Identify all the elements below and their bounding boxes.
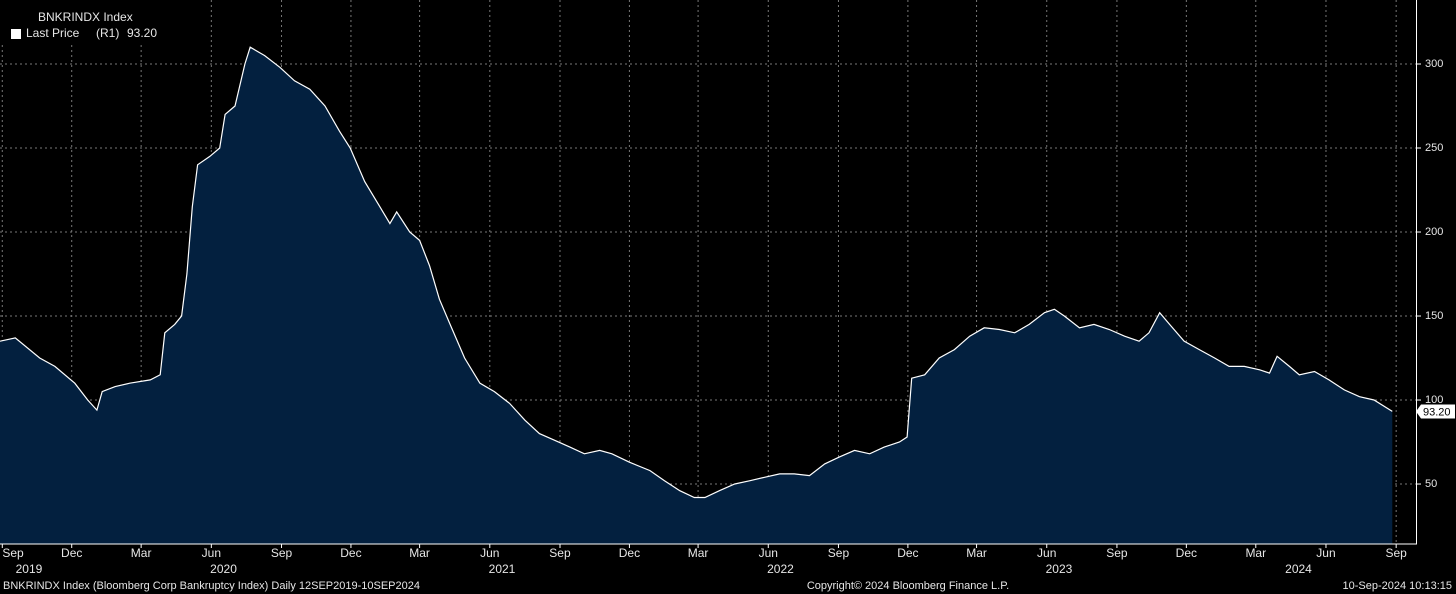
x-tick-label: Sep: [2, 546, 24, 560]
year-label: 2019: [16, 562, 43, 576]
x-tick-label: Dec: [619, 546, 640, 560]
year-label: 2023: [1046, 562, 1073, 576]
plot: [0, 0, 1416, 544]
legend-title: BNKRINDX Index: [38, 10, 133, 24]
y-tick-label: 250: [1425, 142, 1443, 154]
y-tick-label: 50: [1425, 478, 1437, 490]
year-label: 2020: [210, 562, 237, 576]
x-tick-label: Jun: [759, 546, 778, 560]
year-label: 2024: [1285, 562, 1312, 576]
x-tick-label: Mar: [131, 546, 152, 560]
x-tick-label: Sep: [828, 546, 850, 560]
y-tick-label: 300: [1425, 58, 1443, 70]
line: [0, 46, 1393, 499]
x-tick-label: Jun: [480, 546, 499, 560]
x-tick-label: Sep: [549, 546, 571, 560]
x-tick-label: Mar: [966, 546, 987, 560]
year-label: 2022: [767, 562, 794, 576]
legend-swatch: [11, 29, 21, 39]
x-tick-label: Jun: [1316, 546, 1335, 560]
footer-center: Copyright© 2024 Bloomberg Finance L.P.: [807, 580, 1009, 592]
x-tick-label: Dec: [1176, 546, 1197, 560]
x-tick-label: Jun: [202, 546, 221, 560]
y-tick-label: 150: [1425, 310, 1443, 322]
x-tick-label: Dec: [61, 546, 82, 560]
x-tick-label: Mar: [688, 546, 709, 560]
x-tick-label: Sep: [1106, 546, 1128, 560]
footer-right: 10-Sep-2024 10:13:15: [1343, 580, 1452, 592]
area: [0, 47, 1393, 544]
legend-axis: (R1): [96, 26, 119, 40]
year-label: 2021: [489, 562, 516, 576]
y-tick-label: 200: [1425, 226, 1443, 238]
footer-left: BNKRINDX Index (Bloomberg Corp Bankruptc…: [3, 580, 420, 592]
legend-label: Last Price: [26, 26, 80, 40]
x-tick-label: Sep: [271, 546, 293, 560]
x-tick-label: Dec: [897, 546, 918, 560]
x-tick-label: Mar: [1245, 546, 1266, 560]
x-tick-label: Mar: [409, 546, 430, 560]
x-tick-label: Dec: [340, 546, 361, 560]
last-price-tag: [1416, 404, 1455, 419]
y-tick-label: 100: [1425, 394, 1443, 406]
legend-value: 93.20: [127, 26, 157, 40]
last-price-label: 93.20: [1423, 406, 1451, 418]
x-tick-label: Sep: [1385, 546, 1407, 560]
legend-box: [0, 0, 166, 44]
x-tick-label: Jun: [1037, 546, 1056, 560]
